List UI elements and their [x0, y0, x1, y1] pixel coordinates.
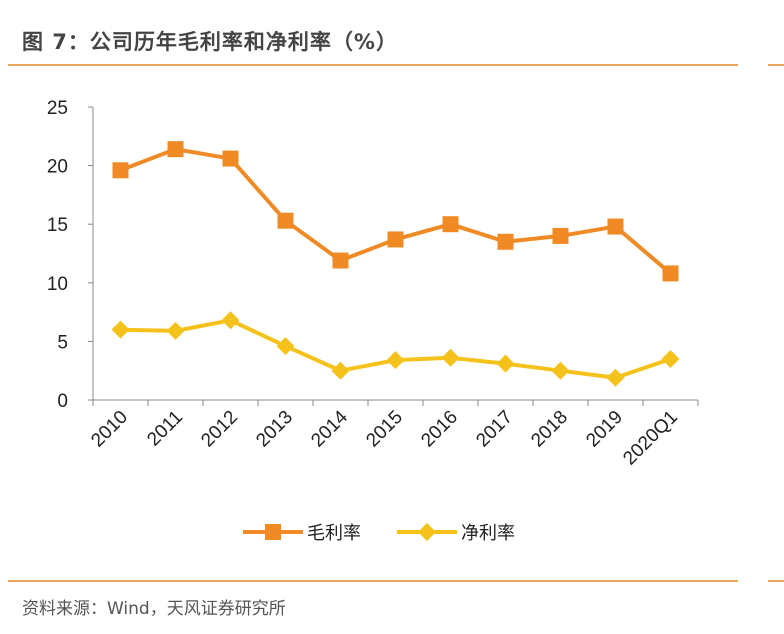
y-tick-label: 20 [47, 157, 68, 178]
x-tick-label: 2020Q1 [619, 407, 682, 470]
data-point [552, 227, 569, 244]
data-point [167, 141, 184, 158]
data-point [496, 354, 515, 373]
title-divider-right [768, 64, 784, 66]
legend-label: 净利率 [461, 523, 515, 544]
x-tick-label: 2019 [582, 407, 627, 452]
data-point [606, 368, 625, 387]
data-point [662, 265, 679, 282]
x-tick-label: 2016 [417, 407, 462, 452]
data-point [387, 231, 404, 248]
source-divider [8, 580, 738, 582]
data-point [276, 337, 295, 356]
x-tick-label: 2010 [87, 407, 132, 452]
data-point [221, 311, 240, 330]
y-tick-label: 5 [57, 332, 68, 353]
data-point [277, 212, 294, 229]
title-divider [8, 64, 738, 66]
x-tick-label: 2014 [307, 406, 352, 451]
data-point [332, 252, 349, 269]
x-tick-label: 2011 [143, 407, 187, 451]
data-point [112, 162, 129, 179]
legend-label: 毛利率 [307, 523, 361, 544]
x-tick-label: 2018 [527, 407, 572, 452]
figure-title: 图 7：公司历年毛利率和净利率（%） [22, 30, 398, 54]
y-tick-label: 0 [57, 391, 68, 412]
data-point [222, 150, 239, 167]
data-point [497, 233, 514, 250]
data-point [442, 216, 459, 233]
data-point [441, 348, 460, 367]
data-point [386, 351, 405, 370]
data-point [607, 218, 624, 235]
x-tick-label: 2017 [472, 407, 517, 452]
source-divider-right [768, 580, 784, 582]
series-line-gross-margin [119, 147, 672, 275]
data-point [551, 361, 570, 380]
y-tick-label: 15 [47, 215, 68, 236]
legend-marker [418, 523, 436, 541]
data-point [166, 321, 185, 340]
x-tick-label: 2012 [197, 407, 242, 452]
data-point [111, 320, 130, 339]
legend-marker [265, 524, 281, 540]
x-tick-label: 2015 [362, 407, 407, 452]
data-point [661, 349, 680, 368]
y-tick-label: 10 [47, 274, 68, 295]
y-tick-label: 25 [47, 98, 68, 119]
x-tick-label: 2013 [252, 407, 297, 452]
source-note: 资料来源：Wind，天风证券研究所 [22, 599, 286, 619]
data-point [331, 361, 350, 380]
